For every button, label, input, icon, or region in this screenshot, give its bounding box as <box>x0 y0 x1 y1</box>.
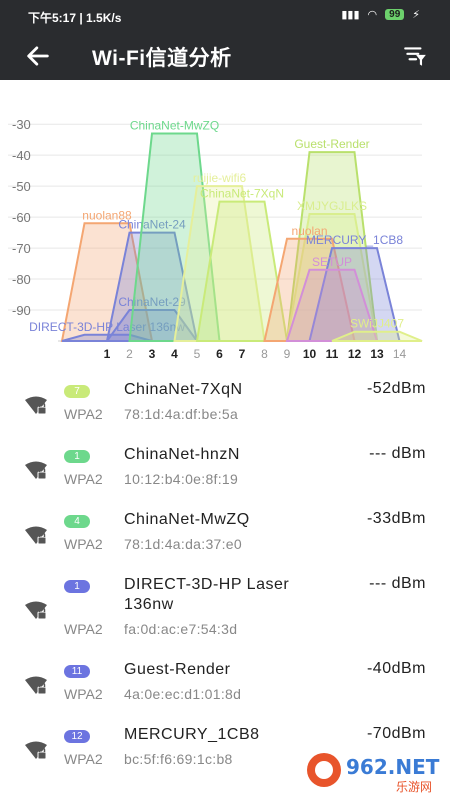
wifi-locked-icon <box>25 461 47 480</box>
channel-badge: 11 <box>64 665 90 678</box>
security-label: WPA2 <box>64 536 103 552</box>
channel-badge: 1 <box>64 450 90 463</box>
security-label: WPA2 <box>64 686 103 702</box>
signal-strength: -33dBm <box>366 510 426 527</box>
network-label: ChinaNet-MwZQ <box>130 118 219 132</box>
status-bar: 下午5:17 | 1.5K/s ▮▮▮ ◠ 99 ⚡ <box>0 0 450 32</box>
network-label: SWiJJ407 <box>350 317 404 331</box>
network-label: SETUP <box>312 255 352 269</box>
y-tick-label: -30 <box>12 117 31 132</box>
network-area <box>331 330 423 342</box>
ssid-label: DIRECT-3D-HP Laser 136nw <box>124 576 290 613</box>
mac-address: fa:0d:ac:e7:54:3d <box>124 621 238 637</box>
arrow-left-icon[interactable] <box>24 42 52 70</box>
x-tick-label: 3 <box>149 347 156 361</box>
security-label: WPA2 <box>64 751 103 767</box>
network-label: nuolan88 <box>82 208 132 222</box>
y-tick-label: -40 <box>12 148 31 163</box>
wifi-locked-icon <box>25 396 47 415</box>
channel-badge: 4 <box>64 515 90 528</box>
security-label: WPA2 <box>64 471 103 487</box>
y-tick-label: -50 <box>12 179 31 194</box>
y-tick-label: -90 <box>12 303 31 318</box>
ssid-label: MERCURY_1CB8 <box>124 726 260 743</box>
x-tick-label: 14 <box>393 347 407 361</box>
x-tick-label: 6 <box>216 347 223 361</box>
security-label: WPA2 <box>64 621 103 637</box>
y-tick-label: -80 <box>12 272 31 287</box>
network-label: ruijie-wifi6 <box>193 171 247 185</box>
network-label: MERCURY_1CB8 <box>306 233 403 247</box>
wifi-locked-icon <box>25 601 47 620</box>
status-icons: ▮▮▮ ◠ 99 ⚡ <box>341 8 420 21</box>
app-bar: Wi-Fi信道分析 <box>0 32 450 80</box>
network-label: ChinaNet-29 <box>118 295 186 309</box>
channel-chart: -30 -40 -50 -60 -70 -80 -90 nuolan88 DIRECT-3D-H… <box>8 117 423 361</box>
wifi-locked-icon <box>25 741 47 760</box>
signal-strength: --- dBm <box>369 575 426 592</box>
network-label: XMJYGJLKS <box>297 199 367 213</box>
ssid-label: Guest-Render <box>124 661 231 678</box>
channel-badge: 12 <box>64 730 90 743</box>
channel-badge: 7 <box>64 385 90 398</box>
x-tick-label: 7 <box>239 347 246 361</box>
wifi-status-icon: ◠ <box>367 9 378 21</box>
mac-address: bc:5f:f6:69:1c:b8 <box>124 751 233 767</box>
wifi-locked-icon <box>25 676 47 695</box>
network-row[interactable]: 7 ChinaNet-7XqN -52dBm WPA2 78:1d:4a:df:be:5… <box>0 372 450 437</box>
network-row[interactable]: 1 DIRECT-3D-HP Laser 136nw --- dBm WPA2 fa:0… <box>0 567 450 652</box>
status-time: 下午5:17 | 1.5K/s <box>28 11 122 25</box>
mac-address: 10:12:b4:0e:8f:19 <box>124 471 239 487</box>
signal-strength: -40dBm <box>366 660 426 677</box>
security-label: WPA2 <box>64 406 103 422</box>
signal-strength: -52dBm <box>366 380 426 397</box>
x-tick-label: 4 <box>171 347 178 361</box>
wifi-locked-icon <box>25 526 47 545</box>
network-area <box>195 200 289 342</box>
signal-strength: --- dBm <box>369 445 426 462</box>
network-row[interactable]: 1 ChinaNet-hnzN --- dBm WPA2 10:12:b4:0e:8f:… <box>0 437 450 502</box>
x-tick-label: 9 <box>284 347 291 361</box>
network-row[interactable]: 11 Guest-Render -40dBm WPA2 4a:0e:ec:d1:01:8… <box>0 652 450 717</box>
ssid-label: ChinaNet-MwZQ <box>124 511 250 528</box>
x-tick-label: 12 <box>348 347 362 361</box>
network-label: ChinaNet-7XqN <box>200 187 284 201</box>
signal-icon: ▮▮▮ <box>341 9 360 21</box>
mac-address: 4a:0e:ec:d1:01:8d <box>124 686 242 702</box>
x-tick-label: 11 <box>326 347 339 361</box>
network-label: nuolan <box>291 224 327 238</box>
ssid-label: ChinaNet-hnzN <box>124 446 240 463</box>
network-label: Guest-Render <box>294 137 369 151</box>
x-tick-label: 10 <box>303 347 317 361</box>
x-tick-label: 13 <box>370 347 384 361</box>
x-tick-label: 5 <box>194 347 201 361</box>
filter-sort-icon[interactable] <box>402 43 428 69</box>
channel-badge: 1 <box>64 580 90 593</box>
x-tick-label: 1 <box>104 347 111 361</box>
page-title: Wi-Fi信道分析 <box>92 47 232 70</box>
network-label: DIRECT-3D-HP Laser 136nw <box>29 320 185 334</box>
watermark-logo: 962.NET 乐游网 <box>307 753 440 794</box>
y-tick-label: -70 <box>12 241 31 256</box>
watermark-text: 962.NET <box>346 755 440 779</box>
network-row[interactable]: 12 MERCURY_1CB8 -70dBm WPA2 bc:5f:f6:69:1c:b… <box>0 717 450 782</box>
x-tick-label: 8 <box>261 347 268 361</box>
mac-address: 78:1d:4a:da:37:e0 <box>124 536 242 552</box>
network-row[interactable]: 4 ChinaNet-MwZQ -33dBm WPA2 78:1d:4a:da:37:e… <box>0 502 450 567</box>
battery-level: 99 <box>385 9 405 20</box>
x-tick-label: 2 <box>126 347 133 361</box>
mac-address: 78:1d:4a:df:be:5a <box>124 406 239 422</box>
network-label: ChinaNet-24 <box>118 218 186 232</box>
y-tick-label: -60 <box>12 210 31 225</box>
watermark-sub: 乐游网 <box>396 780 432 794</box>
ssid-label: ChinaNet-7XqN <box>124 381 243 398</box>
signal-strength: -70dBm <box>366 725 426 742</box>
charging-icon: ⚡ <box>412 9 420 21</box>
